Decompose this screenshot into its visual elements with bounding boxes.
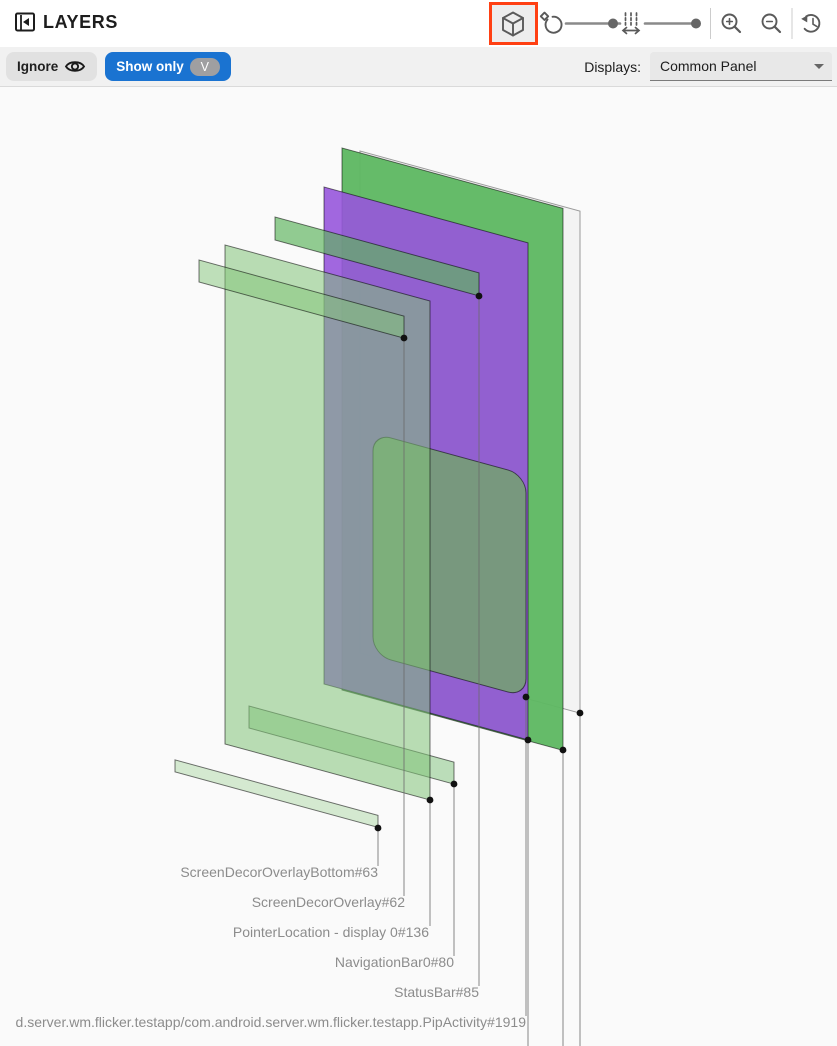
show-only-flag-badge: V xyxy=(189,57,220,76)
layer-label-pointer-location[interactable]: PointerLocation - display 0#136 xyxy=(233,924,429,940)
corner-dots xyxy=(374,292,584,832)
layer-label-screen-decor-overlay[interactable]: ScreenDecorOverlay#62 xyxy=(252,894,406,910)
displays-select[interactable]: Common Panel xyxy=(650,52,832,81)
rotation-slider[interactable] xyxy=(564,18,622,29)
layer-label-screen-decor-overlay-bottom[interactable]: ScreenDecorOverlayBottom#63 xyxy=(180,864,378,880)
connector-lines xyxy=(377,299,581,1046)
ignore-button[interactable]: Ignore xyxy=(6,52,98,81)
layer-label-status-bar[interactable]: StatusBar#85 xyxy=(394,984,479,1000)
layers-3d-canvas[interactable]: ScreenDecorOverlayBottom#63 ScreenDecorO… xyxy=(0,87,837,1046)
view-toolbar xyxy=(502,8,821,39)
layer-screen-decor-overlay[interactable] xyxy=(198,259,405,339)
chevron-down-icon xyxy=(814,64,824,69)
layer-label-navigation-bar[interactable]: NavigationBar0#80 xyxy=(335,954,454,970)
show-only-label: Show only xyxy=(116,59,184,74)
spacing-slider-knob xyxy=(691,18,701,29)
zoom-out-button[interactable] xyxy=(761,13,782,34)
rotation-button[interactable] xyxy=(539,11,563,34)
panel-title: LAYERS xyxy=(43,11,118,32)
displays-label: Displays: xyxy=(584,58,641,75)
layer-status-bar[interactable] xyxy=(274,216,480,297)
reset-view-button[interactable] xyxy=(801,13,821,33)
zoom-in-button[interactable] xyxy=(721,13,742,34)
layer-spacing-icon xyxy=(621,12,641,35)
rotation-slider-knob xyxy=(608,18,618,29)
3d-view-button[interactable] xyxy=(502,11,524,37)
layer-screen-decor-overlay-bottom[interactable] xyxy=(174,759,379,829)
layer-label-pip-activity[interactable]: d.server.wm.flicker.testapp/com.android.… xyxy=(16,1014,527,1030)
show-only-button[interactable]: Show only V xyxy=(105,52,231,81)
ignore-label: Ignore xyxy=(17,59,59,74)
spacing-slider[interactable] xyxy=(643,18,701,29)
displays-select-value: Common Panel xyxy=(660,58,757,74)
panel-header: LAYERS xyxy=(0,0,837,47)
filter-row: Ignore Show only V Displays: Common Pane… xyxy=(0,47,837,87)
visibility-eye-icon xyxy=(65,61,86,72)
layer-pointer-location[interactable] xyxy=(224,244,431,801)
layers-panel-icon xyxy=(15,12,35,32)
